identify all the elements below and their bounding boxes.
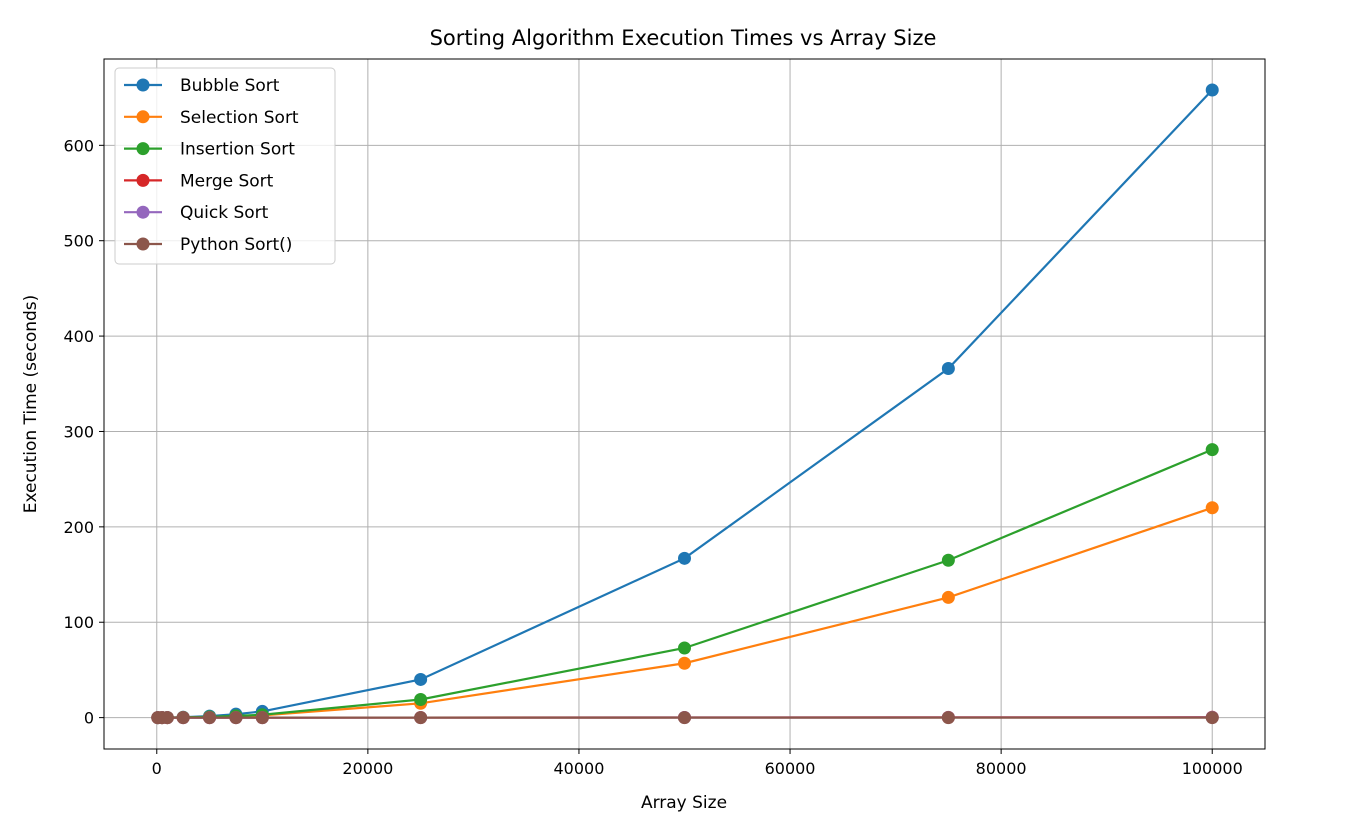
y-tick-label: 500 xyxy=(63,232,94,251)
legend-label: Selection Sort xyxy=(180,108,299,128)
data-point xyxy=(678,641,691,654)
data-point xyxy=(942,711,955,724)
data-point xyxy=(414,693,427,706)
legend-swatch-marker xyxy=(137,142,150,155)
data-point xyxy=(414,673,427,686)
data-point xyxy=(1206,443,1219,456)
data-point xyxy=(678,657,691,670)
data-point xyxy=(1206,83,1219,96)
x-tick-label: 40000 xyxy=(554,759,605,778)
data-point xyxy=(942,591,955,604)
data-point xyxy=(1206,711,1219,724)
y-tick-label: 400 xyxy=(63,327,94,346)
x-tick-label: 100000 xyxy=(1182,759,1243,778)
legend-label: Bubble Sort xyxy=(180,76,280,96)
legend-label: Insertion Sort xyxy=(180,140,295,160)
legend-swatch-marker xyxy=(137,174,150,187)
data-point xyxy=(256,711,269,724)
data-point xyxy=(414,711,427,724)
y-axis-label: Execution Time (seconds) xyxy=(21,295,41,514)
y-tick-label: 0 xyxy=(84,709,94,728)
data-point xyxy=(161,711,174,724)
data-point xyxy=(177,711,190,724)
y-axis-ticks: 0 100 200 300 400 500 600 xyxy=(63,136,104,727)
y-tick-label: 300 xyxy=(63,422,94,441)
x-tick-label: 80000 xyxy=(976,759,1027,778)
data-point xyxy=(678,711,691,724)
series-python-sort xyxy=(151,711,1218,724)
data-point xyxy=(942,362,955,375)
legend: Bubble Sort Selection Sort Insertion Sort M… xyxy=(115,68,335,264)
y-tick-label: 600 xyxy=(63,136,94,155)
legend-swatch-marker xyxy=(137,110,150,123)
legend-swatch-marker xyxy=(137,238,150,251)
series-line xyxy=(158,450,1212,718)
chart-title: Sorting Algorithm Execution Times vs Arr… xyxy=(430,26,937,50)
x-tick-label: 20000 xyxy=(342,759,393,778)
data-point xyxy=(203,711,216,724)
x-tick-label: 60000 xyxy=(765,759,816,778)
data-point xyxy=(678,552,691,565)
legend-label: Merge Sort xyxy=(180,171,274,191)
x-axis-ticks: 0 20000 40000 60000 80000 100000 xyxy=(152,749,1243,778)
legend-label: Quick Sort xyxy=(180,203,269,223)
y-tick-label: 100 xyxy=(63,613,94,632)
legend-swatch-marker xyxy=(137,206,150,219)
y-tick-label: 200 xyxy=(63,518,94,537)
series-selection-sort xyxy=(151,501,1218,724)
data-point xyxy=(942,554,955,567)
series-line xyxy=(158,508,1212,718)
x-axis-label: Array Size xyxy=(641,793,727,813)
data-point xyxy=(229,711,242,724)
legend-swatch-marker xyxy=(137,79,150,92)
legend-label: Python Sort() xyxy=(180,235,292,255)
x-tick-label: 0 xyxy=(152,759,162,778)
series-insertion-sort xyxy=(151,443,1218,724)
data-point xyxy=(1206,501,1219,514)
